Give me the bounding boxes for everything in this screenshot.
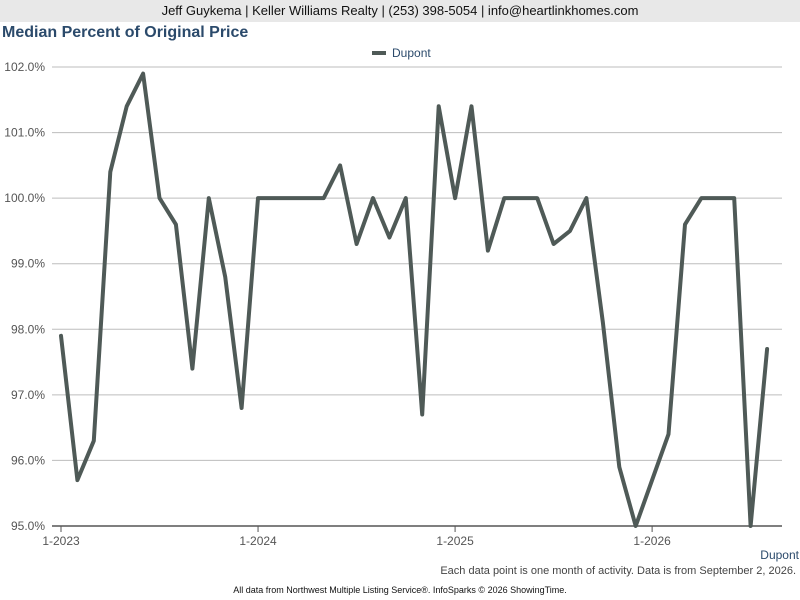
data-point	[257, 197, 259, 199]
data-point	[323, 197, 325, 199]
data-point	[421, 414, 423, 416]
data-point	[372, 197, 374, 199]
data-point	[405, 197, 407, 199]
data-point	[60, 335, 62, 337]
data-point	[585, 197, 587, 199]
y-tick-label: 99.0%	[11, 257, 45, 271]
data-point	[536, 197, 538, 199]
data-point	[388, 236, 390, 238]
data-point	[668, 433, 670, 435]
data-point	[471, 105, 472, 107]
data-point	[553, 243, 555, 245]
x-tick-label: 1-2025	[436, 534, 474, 548]
data-point	[159, 197, 161, 199]
data-point	[684, 223, 686, 225]
data-point	[109, 171, 111, 173]
y-tick-label: 97.0%	[11, 388, 45, 402]
data-point	[602, 322, 604, 324]
data-point	[700, 197, 702, 199]
series-line-dupont	[59, 71, 770, 528]
data-point	[717, 197, 719, 199]
legend-swatch	[372, 51, 386, 55]
data-point	[569, 230, 571, 232]
data-point	[93, 440, 95, 442]
data-point	[306, 197, 308, 199]
data-point	[356, 243, 358, 245]
chart-legend: Dupont	[372, 46, 431, 60]
data-point	[175, 223, 177, 225]
series-label: Dupont	[760, 548, 799, 562]
data-point	[503, 197, 505, 199]
y-tick-label: 96.0%	[11, 453, 45, 467]
data-point	[339, 164, 341, 166]
data-point	[208, 197, 210, 199]
data-point	[438, 105, 440, 107]
chart-title: Median Percent of Original Price	[2, 24, 249, 41]
data-point	[142, 73, 144, 75]
line-chart: 102.0% 101.0% 100.0% 99.0% 98.0% 97.0% 96.0% 95…	[4, 60, 782, 548]
x-tick-label: 1-2026	[633, 534, 671, 548]
data-point	[520, 197, 522, 199]
y-tick-label: 102.0%	[4, 60, 45, 74]
data-point	[733, 197, 735, 199]
data-point	[273, 197, 275, 199]
data-point	[454, 197, 456, 199]
data-point	[618, 466, 620, 468]
data-note: Each data point is one month of activity…	[440, 565, 796, 577]
y-tick-label: 100.0%	[4, 191, 45, 205]
data-point	[750, 525, 752, 527]
legend-label: Dupont	[392, 46, 431, 60]
data-point	[241, 407, 243, 409]
data-point	[635, 525, 637, 527]
data-point	[224, 276, 226, 278]
x-tick-label: 1-2024	[239, 534, 277, 548]
x-tick-label: 1-2023	[42, 534, 80, 548]
data-point	[126, 105, 128, 107]
y-tick-label: 101.0%	[4, 126, 45, 140]
data-point	[290, 197, 292, 199]
data-point	[766, 348, 768, 350]
y-tick-label: 95.0%	[11, 519, 45, 533]
data-point	[487, 250, 489, 252]
data-point	[651, 479, 653, 481]
data-point	[191, 368, 193, 370]
agent-contact-header: Jeff Guykema | Keller Williams Realty | …	[0, 0, 800, 22]
source-footer: All data from Northwest Multiple Listing…	[233, 585, 567, 595]
data-point	[76, 479, 78, 481]
y-tick-label: 98.0%	[11, 322, 45, 336]
